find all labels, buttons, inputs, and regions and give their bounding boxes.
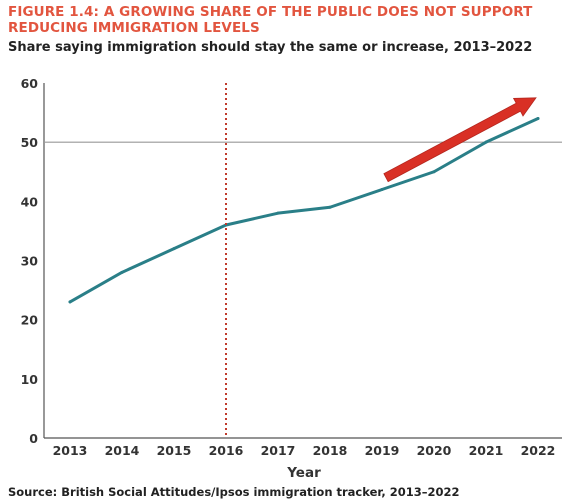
chart-subtitle: Share saying immigration should stay the…	[8, 40, 533, 55]
data-point	[328, 205, 332, 209]
x-tick-label: 2016	[209, 443, 244, 458]
figure-title: FIGURE 1.4: A GROWING SHARE OF THE PUBLI…	[8, 4, 533, 36]
x-tick-label: 2017	[261, 443, 296, 458]
data-point	[68, 300, 72, 304]
x-tick-label: 2022	[521, 443, 556, 458]
y-tick-label: 20	[21, 313, 39, 328]
series-line	[68, 117, 540, 304]
tick-labels-group: 0 10 20 30 40 50 60 2013 2014 2015 2016 2017 2018 201…	[21, 76, 556, 458]
data-point	[484, 140, 488, 144]
data-point	[172, 247, 176, 251]
data-point	[432, 170, 436, 174]
x-tick-label: 2013	[53, 443, 88, 458]
source-note: Source: British Social Attitudes/Ipsos i…	[8, 485, 460, 499]
series-group	[68, 117, 540, 304]
y-tick-label: 40	[21, 194, 39, 209]
trend-arrow	[383, 97, 537, 183]
x-tick-label: 2020	[417, 443, 452, 458]
y-tick-label: 60	[21, 76, 39, 91]
y-tick-label: 0	[29, 431, 38, 446]
y-tick-label: 50	[21, 135, 39, 150]
annotations-group	[225, 83, 537, 438]
axes-group	[43, 83, 562, 439]
data-point	[380, 188, 384, 191]
x-tick-label: 2018	[313, 443, 348, 458]
data-point	[120, 270, 124, 274]
data-point	[276, 211, 280, 215]
data-point	[536, 117, 540, 120]
x-tick-label: 2015	[157, 443, 192, 458]
x-tick-label: 2021	[469, 443, 504, 458]
x-tick-label: 2019	[365, 443, 400, 458]
y-tick-label: 30	[21, 254, 39, 269]
x-axis-title: Year	[286, 465, 321, 481]
y-tick-label: 10	[21, 372, 39, 387]
x-tick-label: 2014	[105, 443, 140, 458]
